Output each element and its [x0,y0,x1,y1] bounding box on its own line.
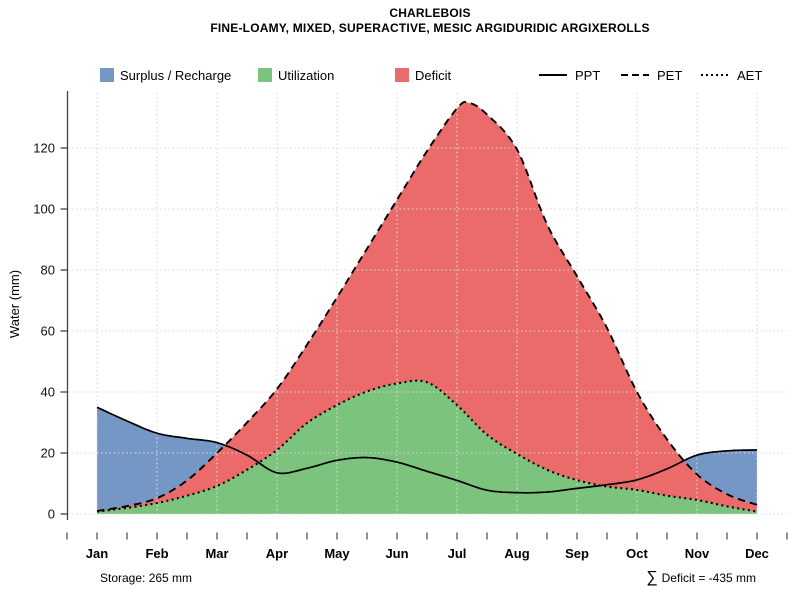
y-tick-label: 120 [33,141,55,156]
legend-label: Utilization [278,67,335,83]
pet-line-sample [621,74,649,76]
legend-label: AET [737,67,763,83]
y-tick-label: 40 [41,385,55,400]
deficit-sum-text: Deficit = -435 mm [661,571,756,585]
utilization-fill [97,380,757,514]
month-label: Aug [504,546,529,561]
chart-title: CHARLEBOIS [389,6,471,20]
y-tick-label: 100 [33,202,55,217]
month-label: Jul [448,546,467,561]
legend-label: PET [657,67,683,83]
month-label: May [324,546,350,561]
month-label: Jun [385,546,408,561]
deficit-sum-annotation: ∑ Deficit = -435 mm [646,569,756,587]
y-tick-label: 60 [41,324,55,339]
aet-curve [96,379,758,513]
surplus-swatch [100,68,114,82]
y-tick-label: 80 [41,263,55,278]
deficit-fill [97,102,757,514]
month-label: Nov [685,546,710,561]
month-label: Sep [565,546,589,561]
surplus-fill [97,407,225,511]
legend-item-surplus: Surplus / Recharge [100,67,231,83]
y-axis-label: Water (mm) [7,269,22,339]
month-label: Jan [86,546,108,561]
legend-item-utilization: Utilization [258,67,334,83]
pet-curve [96,101,758,512]
legend-item-pet: PET [620,67,682,83]
month-label: Mar [205,546,228,561]
legend-label: Surplus / Recharge [120,67,232,83]
legend-label: Deficit [415,67,452,83]
legend-label: PPT [575,67,601,83]
y-tick-label: 20 [41,446,55,461]
month-label: Apr [266,546,288,561]
month-label: Feb [145,546,168,561]
month-label: Oct [626,546,648,561]
surplus-fill [684,450,757,505]
y-tick-label: 0 [48,507,55,522]
sigma-symbol: ∑ [646,569,658,586]
month-label: Dec [745,546,769,561]
storage-annotation: Storage: 265 mm [100,571,193,585]
ppt-curve [96,406,758,494]
deficit-swatch [395,68,409,82]
legend-item-deficit: Deficit [395,67,451,83]
legend-item-aet: AET [700,67,762,83]
utilization-swatch [258,68,272,82]
chart-subtitle: FINE-LOAMY, MIXED, SUPERACTIVE, MESIC AR… [210,21,650,35]
legend-item-ppt: PPT [538,67,600,83]
ppt-line-sample [539,74,567,76]
